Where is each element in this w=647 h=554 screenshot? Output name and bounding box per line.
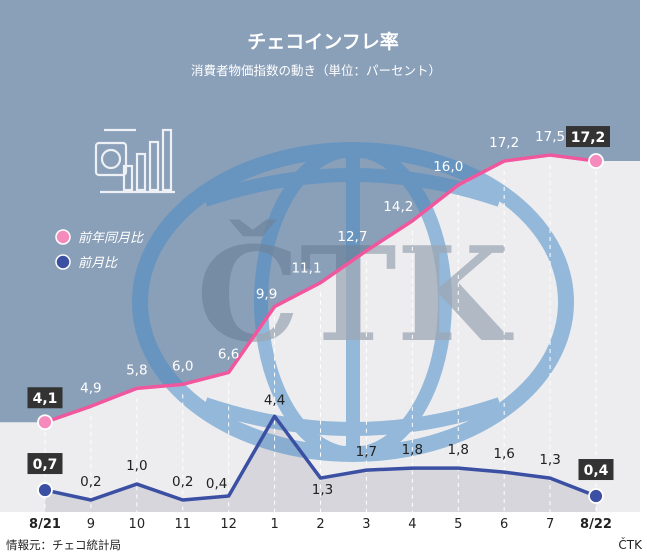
- yoy-label-1: 4,9: [80, 380, 101, 396]
- mom-label-0-box: [27, 453, 63, 475]
- x-tick-label: 11: [174, 517, 191, 532]
- x-tick-label: 12: [220, 517, 237, 532]
- x-tick-label: 10: [129, 517, 146, 532]
- x-tick-label: 9: [87, 517, 95, 532]
- mom-label-12-text: 0,4: [584, 463, 609, 479]
- mom-area: [45, 416, 596, 512]
- yoy-label-12: 17,2: [566, 126, 610, 148]
- yoy-label-2: 5,8: [126, 362, 147, 378]
- mom-label-8: 1,8: [402, 442, 423, 458]
- ctk-watermark: ČTK: [132, 142, 574, 462]
- data-labels: 4,1 4,9 5,8 6,0 6,6 9,9 11,1 12,7 14,2 16,0 17,2 17…: [27, 126, 614, 498]
- x-tick-label: 6: [500, 517, 508, 532]
- yoy-label-5: 9,9: [256, 287, 277, 303]
- header-background: [0, 0, 640, 427]
- x-tick-label: 2: [316, 517, 324, 532]
- source-note: 情報元：チェコ統計局: [6, 538, 121, 552]
- mom-label-0: 0,7: [27, 453, 63, 475]
- chart-subtitle: 消費者物価指数の動き（単位：パーセント）: [191, 63, 441, 78]
- yoy-label-3: 6,0: [172, 358, 193, 374]
- mom-label-2: 1,0: [126, 458, 147, 474]
- x-tick-label: 8/22: [580, 517, 612, 532]
- series-line-yoy: [44, 153, 597, 424]
- chart-title: チェコインフレ率: [247, 30, 398, 53]
- mom-label-3: 0,2: [172, 474, 193, 490]
- x-axis: 8/21 9 10 11 12 1 2 3 4 5 6 7 8/22: [29, 517, 612, 532]
- yoy-label-4: 6,6: [218, 346, 239, 362]
- legend-marker-yoy: [55, 229, 71, 245]
- yoy-label-0-box: [27, 387, 63, 409]
- mom-label-7: 1,7: [356, 444, 377, 460]
- point-yoy-0: [37, 414, 53, 431]
- mom-label-4: 0,4: [206, 476, 227, 492]
- yoy-label-8: 14,2: [383, 199, 413, 215]
- series: [37, 153, 604, 504]
- yoy-label-11: 17,5: [535, 129, 565, 145]
- mom-label-10: 1,6: [493, 446, 514, 462]
- mom-label-11: 1,3: [539, 452, 560, 468]
- x-tick-label: 5: [454, 517, 462, 532]
- legend-marker-mom: [55, 254, 71, 270]
- series-line-mom: [44, 414, 597, 502]
- grid: [44, 165, 597, 512]
- x-tick-label: 3: [362, 517, 370, 532]
- yoy-label-12-text: 17,2: [571, 130, 606, 146]
- x-tick-label: 1: [270, 517, 278, 532]
- yoy-label-0-text: 4,1: [33, 391, 58, 407]
- yoy-label-9: 16,0: [433, 159, 463, 175]
- mom-label-1: 0,2: [80, 474, 101, 490]
- x-tick-label: 8/21: [29, 517, 61, 532]
- legend-label-yoy: 前年同月比: [78, 231, 144, 246]
- yoy-label-10: 17,2: [489, 135, 519, 151]
- legend: 前年同月比 前月比: [55, 229, 144, 271]
- brand-label: ČTK: [618, 537, 643, 552]
- yoy-label-7: 12,7: [337, 229, 367, 245]
- money-chart-icon: [94, 128, 175, 194]
- x-tick-label: 7: [546, 517, 554, 532]
- x-tick-label: 4: [408, 517, 416, 532]
- point-mom-0: [37, 482, 53, 498]
- point-mom-12: [588, 488, 604, 504]
- legend-label-mom: 前月比: [78, 256, 118, 271]
- mom-label-0-text: 0,7: [33, 457, 58, 473]
- mom-label-9: 1,8: [448, 442, 469, 458]
- mom-label-12-box: [578, 459, 614, 481]
- yoy-label-12-box: [566, 126, 610, 148]
- yoy-label-0: 4,1: [27, 387, 63, 409]
- mom-label-5: 4,4: [264, 392, 285, 408]
- mom-label-12: 0,4: [578, 459, 614, 481]
- point-yoy-12: [588, 153, 604, 169]
- yoy-label-6: 11,1: [291, 261, 321, 277]
- mom-label-6: 1,3: [312, 482, 333, 498]
